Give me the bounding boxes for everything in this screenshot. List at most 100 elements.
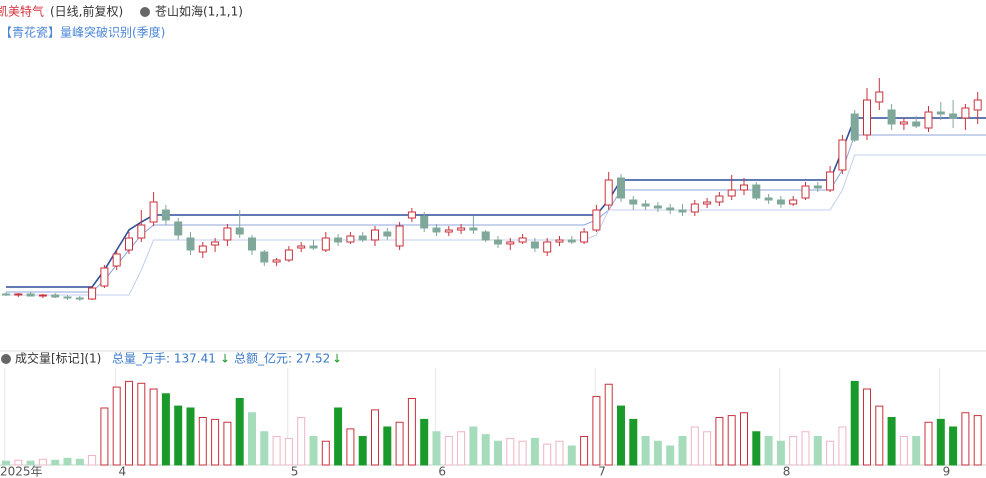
- candle-body: [641, 203, 650, 207]
- volume-bar: [198, 417, 207, 466]
- candle-body: [530, 241, 539, 249]
- volume-bar: [629, 418, 638, 466]
- volume-bar: [617, 405, 625, 466]
- volume-bar: [469, 426, 478, 466]
- volume-bar: [346, 428, 355, 466]
- candle-body: [248, 237, 256, 251]
- volume-bar: [432, 431, 441, 466]
- candle-body: [88, 287, 97, 300]
- volume-bar: [875, 405, 884, 466]
- candle-body: [580, 231, 589, 243]
- candle-body: [358, 235, 367, 241]
- study: 【青花瓷】量峰突破识别(季度): [0, 25, 165, 40]
- volume-bar: [112, 386, 121, 466]
- volume-bar: [703, 431, 712, 466]
- candle-body: [469, 227, 478, 231]
- candle-body: [14, 293, 23, 296]
- candle-body: [2, 293, 10, 296]
- volume-bar: [924, 421, 933, 466]
- candle-body: [297, 245, 306, 249]
- candle-body: [887, 109, 896, 125]
- volume-bar: [186, 407, 195, 466]
- volume-bar: [223, 421, 232, 466]
- volume-bar: [174, 405, 183, 466]
- candle-body: [813, 185, 822, 189]
- candle-body: [186, 237, 195, 251]
- volume-bar: [494, 440, 502, 466]
- candle-body: [653, 205, 662, 209]
- candle-body: [617, 177, 625, 199]
- candle-body: [629, 199, 638, 205]
- candle-body: [764, 197, 773, 201]
- candle-body: [63, 296, 72, 299]
- volume-bar: [592, 396, 601, 466]
- volume-bar: [506, 437, 515, 466]
- volume-bar: [284, 437, 293, 466]
- candle-body: [321, 237, 330, 251]
- candle-body: [432, 227, 441, 233]
- candle-body: [223, 227, 232, 241]
- candle-body: [198, 245, 207, 253]
- volume-bar: [641, 436, 650, 466]
- volume-bar: [51, 459, 60, 466]
- candle-body: [100, 267, 109, 287]
- volume-bar: [949, 426, 958, 466]
- candle-body: [666, 207, 675, 211]
- volume-bar: [260, 431, 269, 466]
- volume-bar: [14, 459, 23, 466]
- volume-bar: [899, 436, 908, 466]
- candle-body: [543, 241, 552, 253]
- volume-bar: [371, 409, 379, 466]
- volume-icon[interactable]: [1, 354, 11, 364]
- candle-body: [838, 139, 847, 171]
- candle-body: [555, 239, 564, 243]
- volume-bar: [63, 457, 72, 466]
- indicator-icon[interactable]: [140, 7, 150, 17]
- candle-body: [703, 201, 712, 205]
- volume-bar: [457, 431, 466, 466]
- indicator[interactable]: 苍山如海(1,1,1): [155, 4, 243, 19]
- amount-total: 总额_亿元: 27.52: [234, 351, 330, 366]
- candle-body: [125, 237, 133, 251]
- volume-bar: [740, 412, 748, 466]
- candle-body: [444, 229, 453, 233]
- candle-body: [776, 199, 785, 205]
- candle-body: [924, 111, 933, 129]
- volume-bar: [653, 440, 662, 466]
- volume-bar: [137, 382, 146, 466]
- candle-body: [727, 189, 736, 197]
- candle-body: [936, 111, 945, 115]
- period: (日线,前复权): [50, 4, 123, 19]
- candle-body: [371, 229, 379, 241]
- candle-body: [309, 245, 318, 249]
- candle-body: [235, 227, 244, 235]
- candle-body: [973, 99, 982, 111]
- candle-body: [38, 294, 47, 297]
- volume-bar: [100, 407, 109, 466]
- volume-title: 成交量[标记](1): [15, 351, 101, 366]
- candle-body: [211, 241, 220, 246]
- candle-body: [863, 99, 871, 136]
- candle-body: [494, 239, 502, 245]
- volume-bar: [555, 440, 564, 466]
- candle-body: [567, 239, 576, 243]
- x-tick-label: 7: [598, 465, 606, 478]
- x-tick-label: 5: [291, 465, 299, 478]
- volume-bar: [604, 383, 613, 466]
- candle-body: [149, 201, 158, 223]
- candle-body: [715, 195, 724, 203]
- candle-body: [383, 231, 392, 237]
- volume-bar: [518, 440, 527, 466]
- volume-bar: [764, 436, 773, 466]
- candle-body: [395, 225, 404, 247]
- volume-bar: [161, 393, 170, 466]
- volume-bar: [715, 417, 724, 466]
- x-tick-label: 2025年: [0, 465, 43, 478]
- volume-bar: [567, 445, 576, 466]
- volume-bar: [26, 460, 35, 466]
- volume-bar: [321, 440, 330, 466]
- candle-body: [420, 215, 429, 229]
- candle-body: [690, 203, 699, 213]
- volume-bar: [75, 458, 84, 466]
- candle-body: [789, 199, 798, 205]
